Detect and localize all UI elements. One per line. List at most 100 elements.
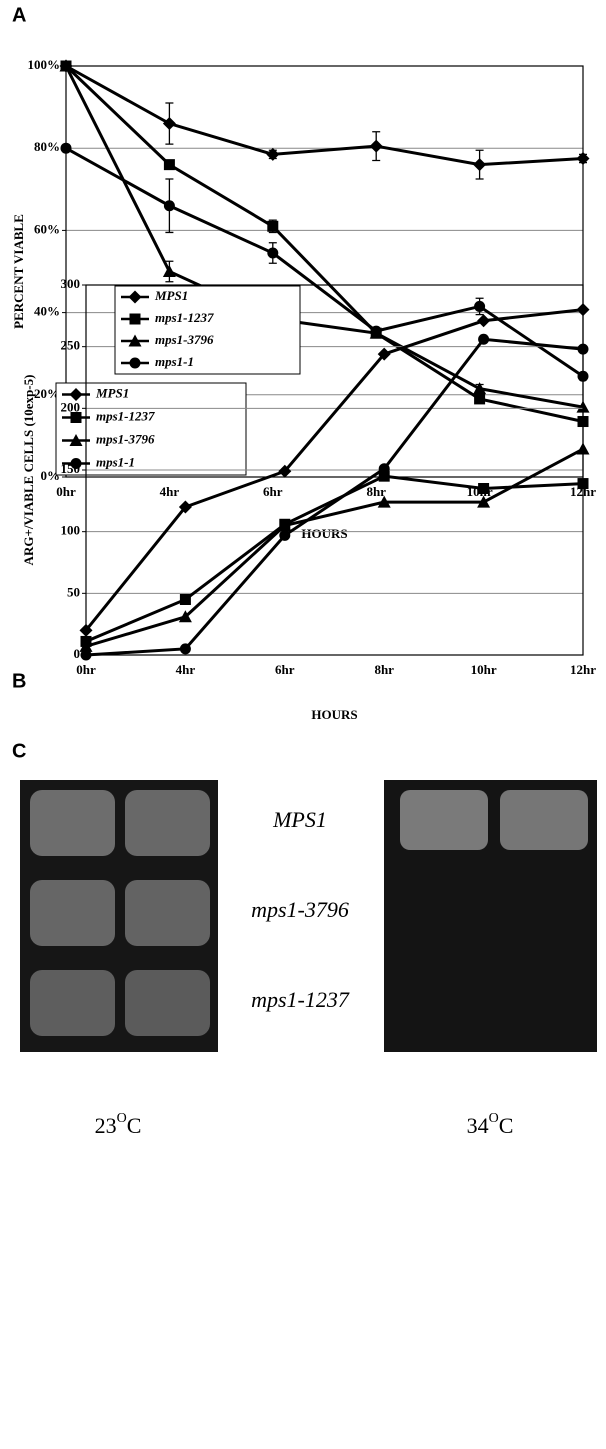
marker [267,220,279,232]
panel-label: B [12,670,26,692]
legend-label: mps1-1237 [96,408,155,423]
marker [59,59,73,72]
y-tick-label: 0 [74,646,81,661]
x-tick-label: 0hr [56,484,76,499]
x-tick-label: 8hr [374,662,394,677]
marker [70,458,82,469]
marker [577,343,589,355]
series-line [85,474,584,643]
x-tick-label: 10hr [471,662,497,677]
marker [69,434,83,446]
y-tick-label: 20% [34,386,60,401]
legend-label: mps1-3796 [96,431,155,446]
x-tick-label: 0hr [76,662,96,677]
y-tick-label: 80% [34,139,60,154]
marker [128,290,142,304]
legend-box [114,285,301,375]
marker [474,393,486,405]
y-tick-label: 40% [34,304,60,319]
marker [377,347,391,361]
legend-label: MPS1 [95,385,129,400]
y-tick-label: 200 [61,399,81,414]
marker [179,643,191,655]
legend-label: mps1-3796 [155,332,214,347]
marker [279,529,291,541]
panel-label: A [12,4,26,26]
panel-label: C [12,740,26,762]
marker [162,265,176,277]
y-tick-label: 50 [67,584,80,599]
temperature-label: 23OC [95,1111,142,1138]
plate-photo [20,780,218,1052]
y-tick-label: 60% [34,221,60,236]
series-line [64,65,584,409]
marker [473,158,487,172]
legend-box [55,382,247,476]
series-line [64,64,584,423]
y-tick-label: 250 [61,338,81,353]
marker [477,495,491,508]
marker [128,334,142,347]
marker [378,470,390,482]
marker [162,117,176,131]
marker [370,325,382,337]
marker [478,483,490,494]
marker [576,151,590,165]
marker [576,442,590,455]
legend-label: MPS1 [154,288,188,303]
marker [477,314,491,328]
marker [60,142,72,154]
marker [129,313,141,325]
plate-photo [384,780,597,1052]
plot-frame [85,284,584,656]
marker [80,649,92,661]
marker [474,300,486,312]
marker [577,478,589,490]
marker [278,519,292,531]
x-tick-label: 6hr [275,662,295,677]
y-tick-label: 0% [41,468,61,483]
strain-label: mps1-3796 [251,897,349,922]
marker [163,159,175,171]
series-line [65,64,584,167]
y-axis-label: PERCENT VIABLE [11,214,26,329]
marker [129,357,141,369]
legend-label: mps1-1237 [155,310,214,325]
marker [478,333,490,345]
marker [179,594,191,605]
marker [377,495,391,508]
x-axis-label: HOURS [311,707,357,722]
y-tick-label: 100% [28,57,61,72]
series-line [85,447,584,648]
marker [266,147,280,161]
marker [267,247,279,259]
legend-label: mps1-1 [96,454,135,469]
marker [79,639,93,652]
legend-label: mps1-1 [155,354,194,369]
marker [576,303,590,317]
plot-frame [65,65,584,478]
y-tick-label: 100 [61,523,81,538]
marker [69,388,83,401]
marker [70,412,82,423]
y-axis-label: ARG+/VIABLE CELLS (10exp-5) [21,375,36,566]
x-tick-label: 4hr [176,662,196,677]
y-tick-label: 150 [61,461,81,476]
strain-label: MPS1 [272,807,327,832]
strain-label: mps1-1237 [251,987,350,1012]
x-tick-label: 8hr [366,484,386,499]
series-line [84,308,584,632]
marker [178,610,192,623]
marker [278,464,292,478]
marker [163,200,175,212]
x-tick-label: 6hr [263,484,283,499]
marker [378,463,390,475]
x-tick-label: 4hr [160,484,180,499]
temperature-label: 34OC [467,1111,514,1138]
series-line [85,337,584,657]
marker [369,139,383,153]
y-tick-label: 300 [61,276,81,291]
marker [473,382,487,395]
